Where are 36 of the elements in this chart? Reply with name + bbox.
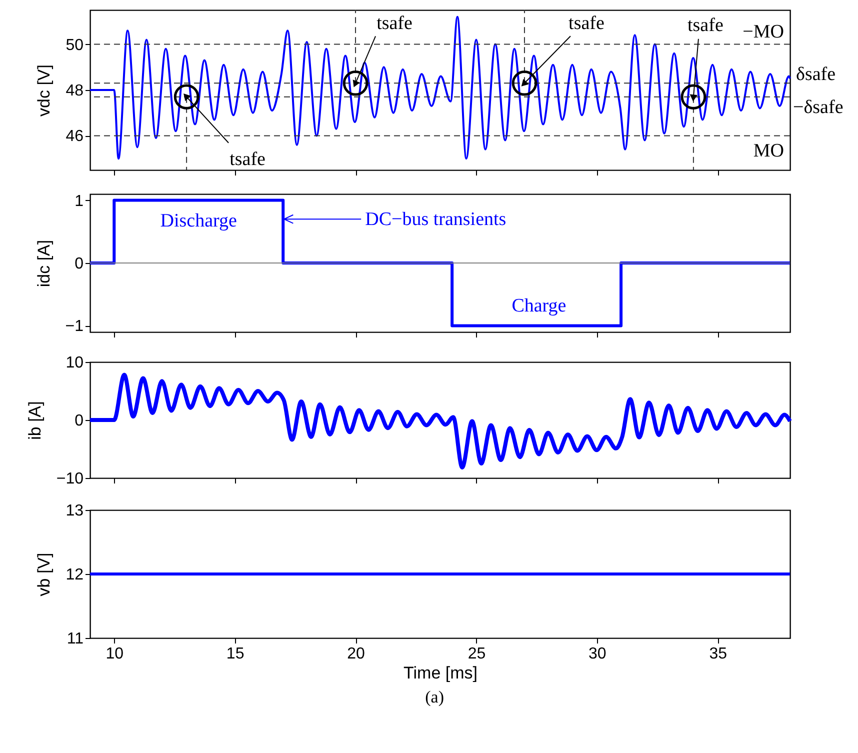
annotation: Charge bbox=[512, 296, 566, 317]
y-tick-label: 10 bbox=[66, 354, 84, 372]
y-axis-title: idc [A] bbox=[34, 240, 54, 288]
ref-line-label: −δsafe bbox=[793, 96, 844, 118]
y-tick-label: 0 bbox=[74, 256, 84, 272]
y-tick-label: 11 bbox=[66, 630, 84, 648]
y-tick-label: 48 bbox=[66, 82, 84, 100]
y-tick-label: 1 bbox=[74, 192, 84, 210]
y-axis-title: ib [A] bbox=[25, 401, 44, 440]
annotation: Discharge bbox=[160, 210, 237, 232]
annotation: DC−bus transients bbox=[365, 209, 506, 230]
y-axis-title: vdc [V] bbox=[34, 64, 54, 116]
x-tick-label: 30 bbox=[588, 646, 606, 662]
y-tick-label: 0 bbox=[74, 412, 84, 430]
annotation: tsafe bbox=[376, 13, 412, 34]
line-series bbox=[88, 372, 792, 470]
y-tick-label: 46 bbox=[66, 128, 84, 146]
x-tick-label: 25 bbox=[468, 646, 486, 662]
ref-line-label: −MO bbox=[742, 21, 784, 42]
x-tick-label: 35 bbox=[709, 646, 728, 662]
x-tick-label: 15 bbox=[226, 646, 244, 662]
y-tick-label: −1 bbox=[65, 318, 84, 336]
ref-line-label: MO bbox=[753, 140, 784, 162]
text: (a) bbox=[425, 688, 444, 707]
x-tick-label: 20 bbox=[347, 646, 366, 662]
ref-line-label: δsafe bbox=[796, 64, 836, 86]
annotation: tsafe bbox=[230, 148, 266, 170]
x-tick-label: 10 bbox=[106, 646, 124, 662]
y-tick-label: −10 bbox=[56, 470, 84, 488]
x-axis-title: Time [ms] bbox=[404, 664, 478, 682]
y-tick-label: 12 bbox=[66, 566, 84, 584]
y-tick-label: 13 bbox=[66, 502, 84, 520]
y-tick-label: 50 bbox=[66, 36, 84, 54]
annotation: tsafe bbox=[568, 13, 604, 34]
y-axis-title: vb [V] bbox=[34, 552, 54, 596]
annotation: tsafe bbox=[688, 14, 724, 36]
